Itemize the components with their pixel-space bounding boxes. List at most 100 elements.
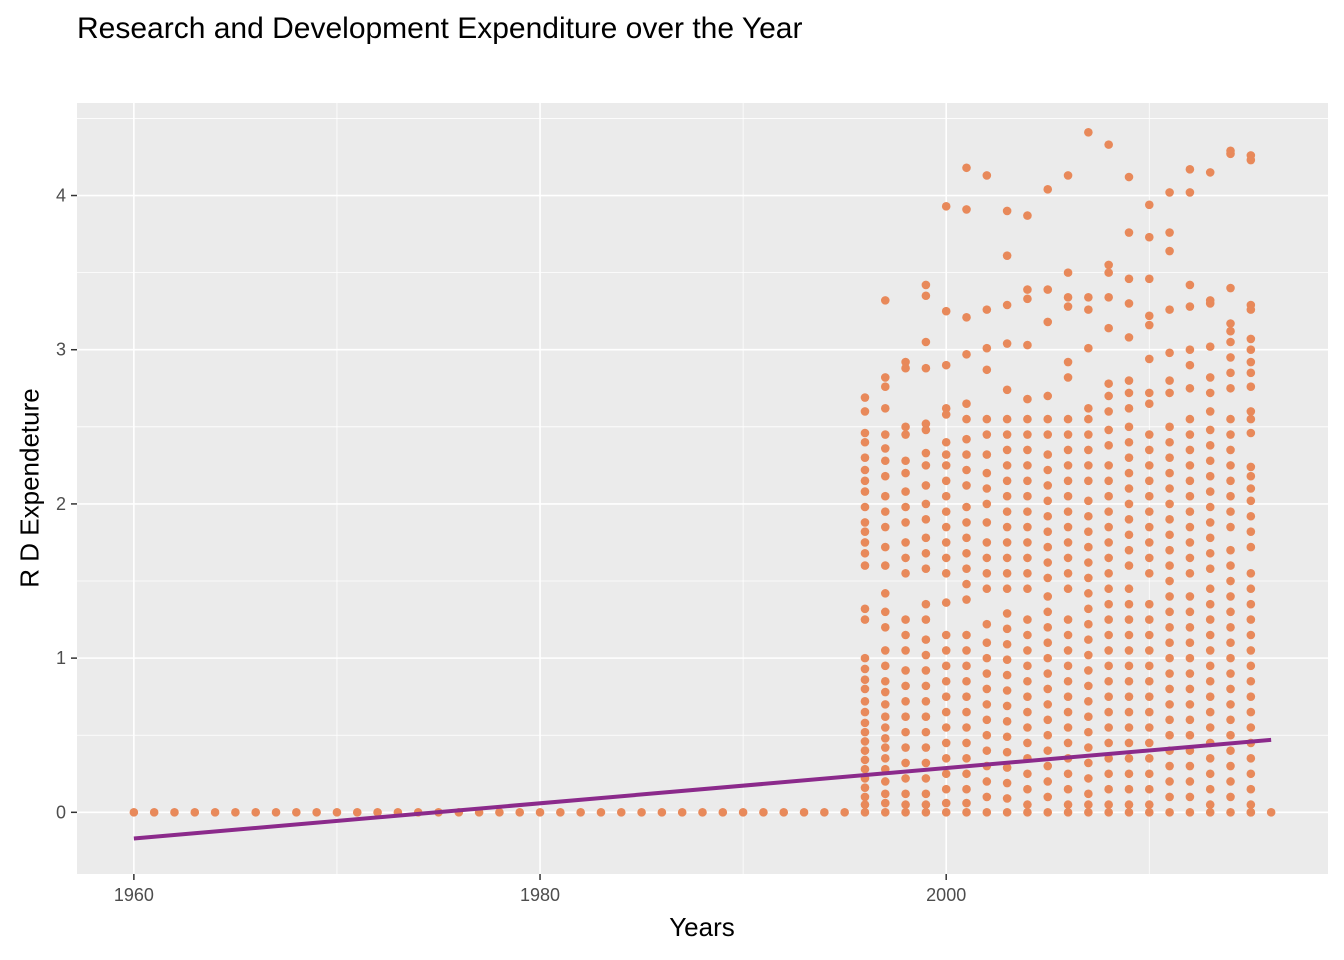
data-point [1063, 707, 1073, 717]
data-point [1185, 653, 1195, 663]
data-point [1043, 777, 1053, 786]
data-point [962, 661, 971, 671]
data-point [941, 808, 951, 817]
data-point [1023, 538, 1032, 547]
data-point [1043, 684, 1053, 694]
data-point [1246, 800, 1256, 809]
data-point [1165, 530, 1174, 540]
data-point [1023, 676, 1032, 686]
data-point [860, 727, 870, 737]
data-point [1205, 692, 1215, 701]
data-point [1226, 669, 1235, 678]
data-point [1104, 676, 1113, 686]
data-point [1246, 484, 1256, 493]
data-point [1144, 738, 1154, 748]
data-point [1185, 730, 1195, 740]
data-point [1205, 615, 1215, 624]
data-point [941, 450, 951, 459]
data-point [1185, 592, 1195, 601]
data-point [860, 684, 870, 694]
data-point [1124, 422, 1134, 432]
data-point [880, 430, 890, 439]
data-point [901, 743, 910, 752]
data-points [129, 127, 1276, 817]
data-point [962, 533, 971, 543]
data-point [1205, 456, 1215, 466]
data-point [860, 718, 870, 728]
data-point [941, 404, 951, 413]
data-point [1043, 527, 1053, 536]
data-point [1144, 461, 1154, 470]
data-point [1205, 754, 1215, 763]
data-point [1063, 584, 1073, 594]
data-point [1002, 538, 1012, 547]
data-point [901, 808, 910, 817]
data-point [271, 808, 281, 817]
data-point [1144, 630, 1154, 640]
data-point [1023, 553, 1032, 563]
data-point [1104, 323, 1113, 333]
data-point [901, 789, 910, 799]
data-point [982, 746, 992, 755]
data-point [880, 607, 890, 617]
data-point [1246, 496, 1256, 506]
data-point [1063, 507, 1073, 516]
data-point [1226, 761, 1235, 771]
data-point [1023, 461, 1032, 470]
data-point [860, 746, 870, 755]
data-point [1002, 251, 1012, 260]
data-point [1165, 592, 1174, 601]
data-point [1084, 414, 1093, 424]
data-point [901, 487, 910, 496]
data-point [1124, 738, 1134, 748]
data-point [1226, 684, 1235, 694]
data-point [921, 461, 931, 470]
plot-panel [77, 103, 1328, 874]
data-point [1023, 394, 1032, 404]
data-point [901, 800, 910, 809]
data-point [1226, 653, 1235, 663]
data-point [880, 676, 890, 686]
data-point [1246, 334, 1256, 344]
data-point [1226, 792, 1235, 802]
data-point [1165, 607, 1174, 617]
data-point [1124, 707, 1134, 717]
data-point [1246, 769, 1256, 779]
data-point [1063, 373, 1073, 382]
data-point [860, 664, 870, 674]
data-point [1043, 715, 1053, 725]
data-point [982, 518, 992, 527]
data-point [1165, 730, 1174, 740]
data-point [901, 758, 910, 768]
data-point [860, 808, 870, 817]
data-point [1144, 388, 1154, 398]
data-point [1002, 732, 1012, 742]
data-point [1104, 522, 1113, 532]
data-point [860, 615, 870, 624]
data-point [901, 553, 910, 563]
data-point [1104, 707, 1113, 717]
data-point [1104, 808, 1113, 817]
data-point [962, 692, 971, 701]
data-point [1246, 754, 1256, 763]
data-point [1246, 357, 1256, 367]
data-point [982, 171, 992, 180]
data-point [1165, 348, 1174, 358]
data-point [616, 808, 626, 817]
data-point [1165, 437, 1174, 447]
data-point [941, 360, 951, 370]
data-point [962, 313, 971, 322]
data-point [1246, 615, 1256, 624]
data-point [1165, 561, 1174, 570]
data-point [880, 734, 890, 743]
data-point [860, 437, 870, 447]
data-point [1002, 339, 1012, 348]
data-point [1104, 391, 1113, 401]
data-point [941, 437, 951, 447]
data-point [1226, 283, 1235, 293]
data-point [901, 630, 910, 640]
data-point [880, 646, 890, 655]
data-point [1124, 299, 1134, 308]
data-point [1063, 661, 1073, 671]
data-point [799, 808, 809, 817]
